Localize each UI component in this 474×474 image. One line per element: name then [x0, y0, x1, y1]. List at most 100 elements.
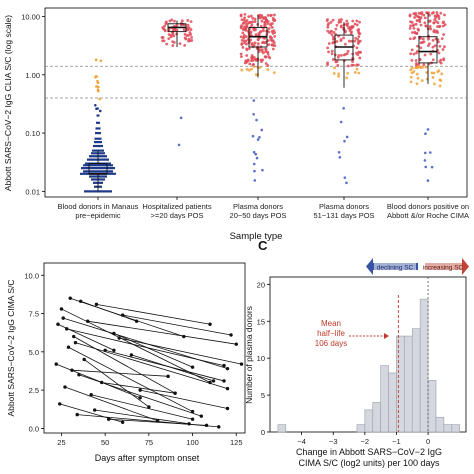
group-4-point — [410, 58, 414, 62]
half-life-arrowhead — [384, 333, 389, 339]
group-4-point — [423, 21, 427, 25]
group-3-point — [355, 19, 359, 23]
group-2-point — [249, 14, 253, 18]
group-2-point — [273, 44, 277, 48]
panel-c-x-ticks: −4 −3 −2 −1 0 — [297, 432, 430, 446]
series-point-4 — [138, 396, 142, 400]
group-2-point — [249, 25, 253, 29]
series-point-2 — [68, 296, 72, 300]
group-1-point — [167, 37, 171, 40]
group-2-point — [251, 59, 255, 62]
group-3-point — [331, 37, 335, 41]
x-tick-label-0: −4 — [297, 437, 306, 446]
series-line-10 — [113, 333, 193, 368]
group-1-point — [184, 37, 188, 41]
group-3-point — [356, 53, 360, 57]
group-4-point — [415, 72, 419, 76]
group-3-point — [336, 64, 340, 67]
series-point-0 — [59, 307, 64, 311]
x-tick-label-line2-0: pre−epidemic — [75, 211, 120, 220]
group-2-point — [258, 66, 262, 69]
group-2-point — [263, 23, 267, 27]
group-4-point — [438, 84, 442, 88]
group-3-point — [356, 63, 360, 67]
group-4-point — [408, 37, 412, 41]
panel-c-x-axis-label-line2: CIMA S/C (log2 units) per 100 days — [298, 458, 440, 468]
group-4-point — [412, 52, 416, 56]
series-point-3 — [225, 386, 230, 391]
series-point-6 — [85, 319, 90, 323]
group-2-point — [247, 47, 251, 50]
histogram-bar-6 — [396, 335, 405, 433]
group-2-point — [240, 55, 243, 59]
series-point-25 — [92, 408, 97, 412]
group-4-point — [435, 29, 439, 33]
group-2-point — [252, 65, 256, 69]
group-4-point — [422, 13, 426, 17]
series-point-9 — [63, 385, 67, 389]
panel-b-x-axis-label: Days after symptom onset — [95, 453, 200, 463]
increasing-arrow-label: increasing SC — [423, 265, 464, 272]
group-4-point — [428, 25, 432, 28]
group-1-point — [186, 19, 190, 22]
group-2-point — [239, 13, 243, 17]
series-line-6 — [87, 320, 237, 345]
group-2-point — [251, 20, 254, 24]
group-2-point — [240, 18, 244, 22]
series-point-27 — [75, 412, 79, 417]
histogram-bar-2 — [364, 409, 374, 433]
group-4-point — [437, 51, 441, 55]
histogram-bar-3 — [372, 402, 381, 433]
group-4-point — [443, 45, 446, 49]
group-2-point — [252, 43, 256, 47]
group-4-point — [420, 11, 424, 14]
x-tick-label-line1-4: Blood donors positive on — [387, 202, 469, 211]
series-line-19 — [80, 300, 137, 322]
group-1-point — [175, 23, 179, 27]
histogram-bar-8 — [411, 328, 421, 433]
group-4-point — [424, 65, 428, 69]
half-life-annotation: Mean half−life 106 days — [315, 319, 389, 348]
histogram-bar-7 — [404, 335, 413, 433]
group-3-point — [335, 23, 339, 27]
group-4-point — [422, 63, 426, 67]
group-4-point — [433, 82, 436, 86]
series-line-3 — [75, 342, 228, 389]
group-3-point — [346, 49, 350, 53]
x-tick-label-line1-2: Plasma donors — [233, 202, 283, 211]
group-3-point — [332, 30, 336, 34]
group-2-point — [251, 63, 255, 67]
manaus-point — [97, 89, 100, 93]
group-2-low-point — [252, 112, 255, 116]
group-4-low-point — [423, 159, 427, 162]
series-point-5 — [199, 414, 204, 418]
group-4-point — [429, 27, 433, 31]
group-2-point — [261, 58, 265, 62]
group-4-point — [415, 51, 418, 55]
panel-a-x-axis-label: Sample type — [230, 231, 283, 242]
group-2-point — [267, 30, 271, 34]
group-2-point — [269, 13, 273, 17]
half-life-line3: 106 days — [315, 339, 347, 348]
group-4-low-point — [424, 132, 427, 136]
group-3-point — [337, 34, 340, 38]
group-2-point — [244, 27, 248, 31]
group-2-point — [242, 39, 246, 43]
group-2-point — [245, 67, 249, 71]
group-2-low-point — [253, 169, 256, 173]
y-tick-label-0: 0 — [261, 428, 265, 437]
x-tick-label-0: 25 — [57, 438, 65, 447]
group-2-low-point — [256, 138, 260, 141]
half-life-line2: half−life — [317, 329, 345, 338]
group-3-low-point — [345, 181, 348, 185]
group-4-point — [439, 61, 443, 65]
group-3-point — [340, 18, 343, 21]
group-3-point — [353, 22, 357, 26]
group-2-point — [250, 67, 253, 71]
group-3-low-point — [337, 150, 341, 154]
x-tick-label-line2-4: Abbott &/or Roche CIMA — [387, 211, 469, 220]
group-3-point — [330, 33, 334, 36]
histogram-bar-9 — [419, 298, 429, 433]
group-3-point — [347, 39, 351, 43]
group-4-point — [409, 52, 413, 56]
